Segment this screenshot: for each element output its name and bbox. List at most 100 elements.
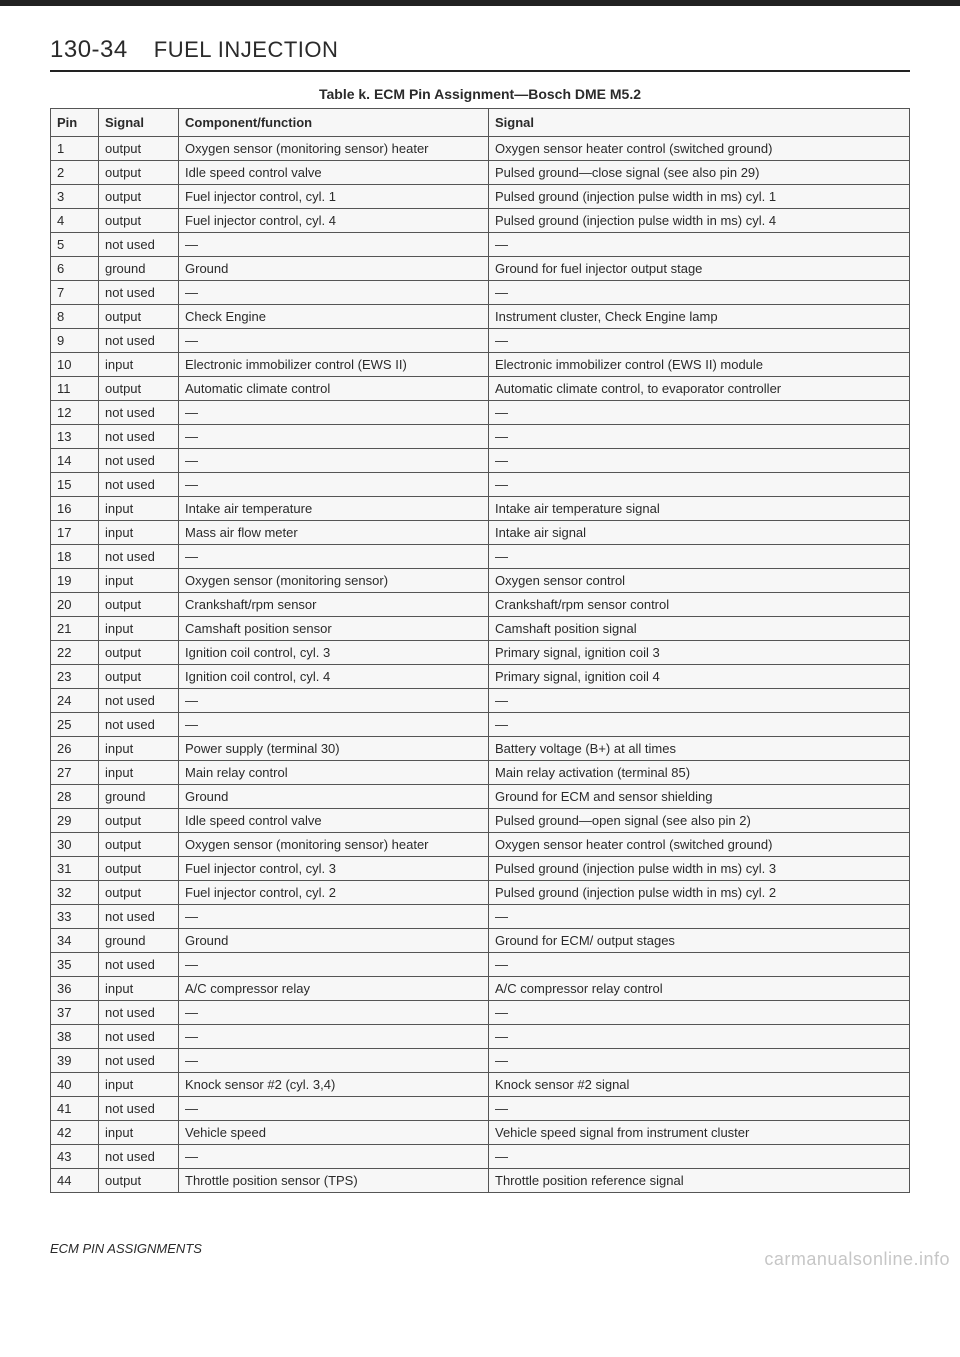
- table-row: 25not used——: [51, 713, 910, 737]
- table-cell: 34: [51, 929, 99, 953]
- table-cell: not used: [99, 689, 179, 713]
- table-cell: not used: [99, 1025, 179, 1049]
- table-cell: Pulsed ground (injection pulse width in …: [489, 881, 910, 905]
- table-cell: Oxygen sensor (monitoring sensor): [179, 569, 489, 593]
- table-row: 26inputPower supply (terminal 30)Battery…: [51, 737, 910, 761]
- col-header-signal2: Signal: [489, 109, 910, 137]
- table-cell: Throttle position sensor (TPS): [179, 1169, 489, 1193]
- table-cell: output: [99, 809, 179, 833]
- table-cell: Pulsed ground (injection pulse width in …: [489, 857, 910, 881]
- table-cell: Intake air temperature: [179, 497, 489, 521]
- table-cell: not used: [99, 329, 179, 353]
- table-cell: Crankshaft/rpm sensor control: [489, 593, 910, 617]
- table-cell: 43: [51, 1145, 99, 1169]
- table-cell: Knock sensor #2 signal: [489, 1073, 910, 1097]
- table-row: 20outputCrankshaft/rpm sensorCrankshaft/…: [51, 593, 910, 617]
- table-cell: not used: [99, 713, 179, 737]
- table-cell: 18: [51, 545, 99, 569]
- table-cell: output: [99, 1169, 179, 1193]
- table-cell: Mass air flow meter: [179, 521, 489, 545]
- table-cell: 12: [51, 401, 99, 425]
- table-cell: 37: [51, 1001, 99, 1025]
- table-cell: Automatic climate control: [179, 377, 489, 401]
- table-cell: —: [179, 425, 489, 449]
- table-cell: 19: [51, 569, 99, 593]
- table-row: 44outputThrottle position sensor (TPS)Th…: [51, 1169, 910, 1193]
- table-row: 2outputIdle speed control valvePulsed gr…: [51, 161, 910, 185]
- table-cell: input: [99, 737, 179, 761]
- table-row: 4outputFuel injector control, cyl. 4Puls…: [51, 209, 910, 233]
- table-cell: not used: [99, 1097, 179, 1121]
- table-body: 1outputOxygen sensor (monitoring sensor)…: [51, 137, 910, 1193]
- table-cell: 35: [51, 953, 99, 977]
- table-cell: 15: [51, 473, 99, 497]
- table-row: 43not used——: [51, 1145, 910, 1169]
- table-cell: Check Engine: [179, 305, 489, 329]
- table-cell: 39: [51, 1049, 99, 1073]
- table-cell: not used: [99, 1145, 179, 1169]
- table-cell: 1: [51, 137, 99, 161]
- table-cell: —: [489, 1025, 910, 1049]
- table-row: 38not used——: [51, 1025, 910, 1049]
- table-row: 16inputIntake air temperatureIntake air …: [51, 497, 910, 521]
- table-cell: —: [179, 1049, 489, 1073]
- col-header-pin: Pin: [51, 109, 99, 137]
- table-cell: Ignition coil control, cyl. 3: [179, 641, 489, 665]
- table-row: 33not used——: [51, 905, 910, 929]
- table-cell: 32: [51, 881, 99, 905]
- table-cell: Pulsed ground—close signal (see also pin…: [489, 161, 910, 185]
- table-cell: —: [179, 401, 489, 425]
- table-cell: 23: [51, 665, 99, 689]
- table-cell: A/C compressor relay control: [489, 977, 910, 1001]
- table-row: 34groundGroundGround for ECM/ output sta…: [51, 929, 910, 953]
- table-cell: 44: [51, 1169, 99, 1193]
- table-cell: Oxygen sensor heater control (switched g…: [489, 833, 910, 857]
- table-cell: —: [489, 233, 910, 257]
- table-cell: Oxygen sensor (monitoring sensor) heater: [179, 833, 489, 857]
- table-cell: not used: [99, 281, 179, 305]
- table-cell: —: [489, 473, 910, 497]
- table-cell: Primary signal, ignition coil 4: [489, 665, 910, 689]
- table-cell: Idle speed control valve: [179, 809, 489, 833]
- table-cell: output: [99, 833, 179, 857]
- table-cell: 16: [51, 497, 99, 521]
- table-cell: Ground: [179, 257, 489, 281]
- table-cell: Oxygen sensor heater control (switched g…: [489, 137, 910, 161]
- table-cell: —: [489, 329, 910, 353]
- table-row: 27inputMain relay controlMain relay acti…: [51, 761, 910, 785]
- table-cell: Fuel injector control, cyl. 4: [179, 209, 489, 233]
- table-row: 28groundGroundGround for ECM and sensor …: [51, 785, 910, 809]
- table-row: 13not used——: [51, 425, 910, 449]
- table-cell: 29: [51, 809, 99, 833]
- table-row: 17inputMass air flow meterIntake air sig…: [51, 521, 910, 545]
- table-cell: Fuel injector control, cyl. 2: [179, 881, 489, 905]
- table-cell: not used: [99, 953, 179, 977]
- table-cell: Oxygen sensor (monitoring sensor) heater: [179, 137, 489, 161]
- table-row: 7not used——: [51, 281, 910, 305]
- table-cell: Power supply (terminal 30): [179, 737, 489, 761]
- table-cell: Intake air temperature signal: [489, 497, 910, 521]
- table-cell: —: [489, 401, 910, 425]
- table-cell: Fuel injector control, cyl. 1: [179, 185, 489, 209]
- table-row: 32outputFuel injector control, cyl. 2Pul…: [51, 881, 910, 905]
- table-cell: 17: [51, 521, 99, 545]
- table-cell: not used: [99, 401, 179, 425]
- table-cell: input: [99, 569, 179, 593]
- table-row: 1outputOxygen sensor (monitoring sensor)…: [51, 137, 910, 161]
- table-row: 23outputIgnition coil control, cyl. 4Pri…: [51, 665, 910, 689]
- table-row: 15not used——: [51, 473, 910, 497]
- table-cell: —: [179, 449, 489, 473]
- table-cell: input: [99, 1121, 179, 1145]
- table-cell: 21: [51, 617, 99, 641]
- table-row: 41not used——: [51, 1097, 910, 1121]
- section-number: 130-34: [50, 36, 128, 64]
- table-cell: 28: [51, 785, 99, 809]
- table-cell: input: [99, 617, 179, 641]
- table-row: 21inputCamshaft position sensorCamshaft …: [51, 617, 910, 641]
- table-cell: Oxygen sensor control: [489, 569, 910, 593]
- table-cell: —: [179, 545, 489, 569]
- table-cell: input: [99, 977, 179, 1001]
- table-cell: Automatic climate control, to evaporator…: [489, 377, 910, 401]
- table-cell: —: [179, 1001, 489, 1025]
- table-cell: —: [179, 905, 489, 929]
